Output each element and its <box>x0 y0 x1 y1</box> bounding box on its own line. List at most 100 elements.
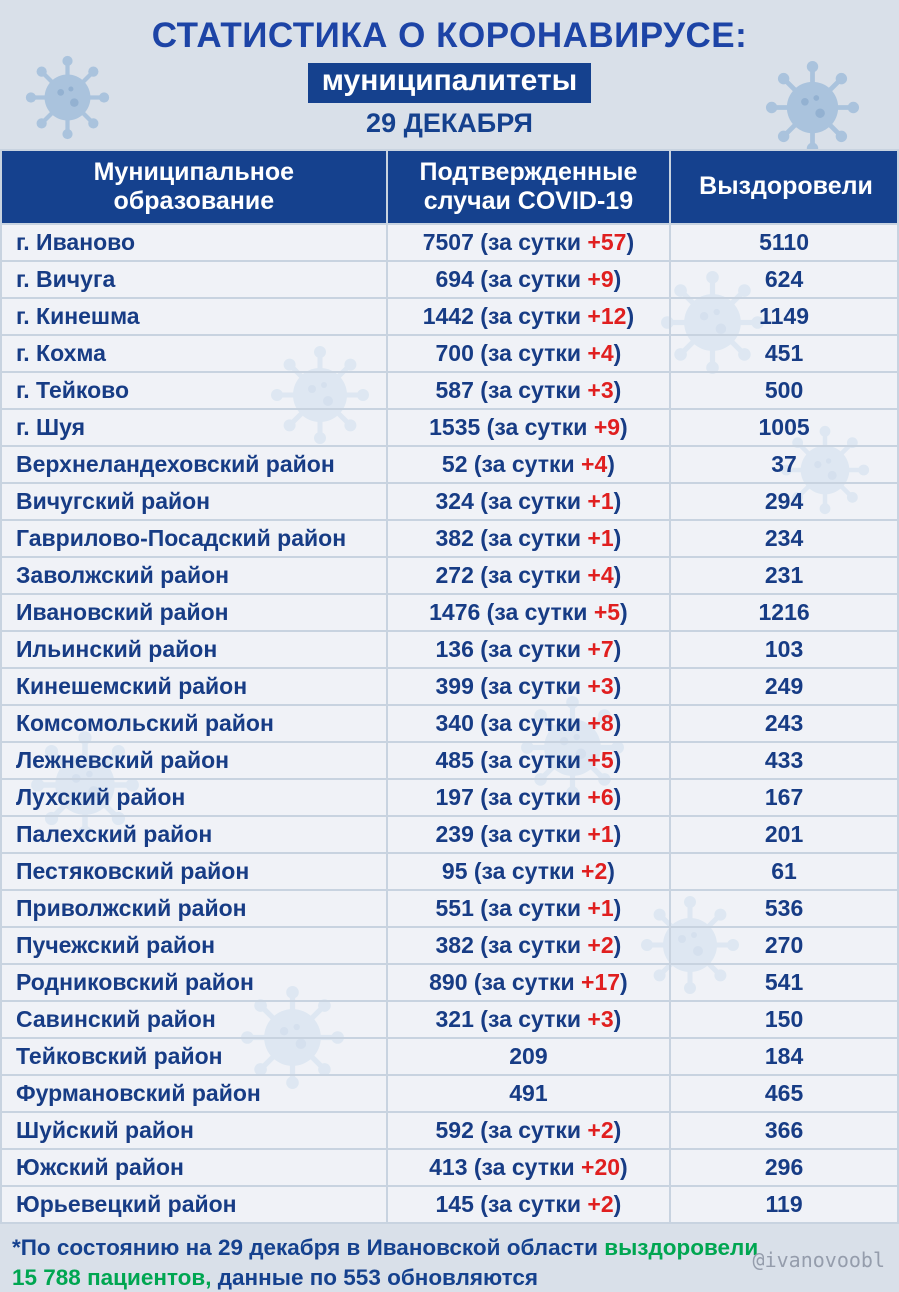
municipality-name: Лежневский район <box>0 741 388 780</box>
table-row: г. Кохма 700 (за сутки +4) 451 <box>0 334 899 373</box>
municipality-name: Юрьевецкий район <box>0 1185 388 1224</box>
subtitle-badge: муниципалитеты <box>307 63 592 103</box>
municipality-name: г. Вичуга <box>0 260 388 299</box>
table-row: г. Кинешма 1442 (за сутки +12) 1149 <box>0 297 899 336</box>
subtitle-wrap: муниципалитеты <box>0 63 899 103</box>
recovered-count: 231 <box>669 556 899 595</box>
recovered-count: 270 <box>669 926 899 965</box>
recovered-count: 201 <box>669 815 899 854</box>
confirmed-cases: 382 (за сутки +2) <box>385 926 672 965</box>
confirmed-cases: 197 (за сутки +6) <box>385 778 672 817</box>
table-row: Гаврилово-Посадский район 382 (за сутки +… <box>0 519 899 558</box>
table-row: Кинешемский район 399 (за сутки +3) 249 <box>0 667 899 706</box>
recovered-count: 294 <box>669 482 899 521</box>
recovered-count: 5110 <box>669 223 899 262</box>
table-row: Комсомольский район 340 (за сутки +8) 243 <box>0 704 899 743</box>
recovered-count: 536 <box>669 889 899 928</box>
column-header: Подтвержденные случаи COVID-19 <box>385 149 672 225</box>
table-row: Ивановский район 1476 (за сутки +5) 1216 <box>0 593 899 632</box>
municipality-name: Ивановский район <box>0 593 388 632</box>
recovered-count: 1149 <box>669 297 899 336</box>
recovered-count: 234 <box>669 519 899 558</box>
recovered-count: 1216 <box>669 593 899 632</box>
table-row: г. Иваново 7507 (за сутки +57) 5110 <box>0 223 899 262</box>
daily-increase: +20 <box>581 1154 621 1180</box>
recovered-count: 61 <box>669 852 899 891</box>
confirmed-cases: 272 (за сутки +4) <box>385 556 672 595</box>
confirmed-cases: 1476 (за сутки +5) <box>385 593 672 632</box>
municipality-name: г. Кохма <box>0 334 388 373</box>
municipality-name: г. Кинешма <box>0 297 388 336</box>
recovered-count: 541 <box>669 963 899 1002</box>
municipality-name: Палехский район <box>0 815 388 854</box>
confirmed-cases: 413 (за сутки +20) <box>385 1148 672 1187</box>
municipality-name: Южский район <box>0 1148 388 1187</box>
confirmed-cases: 382 (за сутки +1) <box>385 519 672 558</box>
confirmed-cases: 491 <box>385 1074 672 1113</box>
table-row: Родниковский район 890 (за сутки +17) 541 <box>0 963 899 1002</box>
municipality-name: Тейковский район <box>0 1037 388 1076</box>
daily-increase: +5 <box>593 599 621 625</box>
table-row: Приволжский район 551 (за сутки +1) 536 <box>0 889 899 928</box>
daily-increase: +2 <box>581 858 608 884</box>
daily-increase: +3 <box>587 673 614 699</box>
confirmed-cases: 485 (за сутки +5) <box>385 741 672 780</box>
recovered-count: 150 <box>669 1000 899 1039</box>
table-row: Южский район 413 (за сутки +20) 296 <box>0 1148 899 1187</box>
recovered-count: 296 <box>669 1148 899 1187</box>
confirmed-cases: 52 (за сутки +4) <box>385 445 672 484</box>
confirmed-cases: 587 (за сутки +3) <box>385 371 672 410</box>
table-row: Юрьевецкий район 145 (за сутки +2) 119 <box>0 1185 899 1224</box>
daily-increase: +5 <box>587 747 614 773</box>
municipality-name: Лухский район <box>0 778 388 817</box>
confirmed-cases: 95 (за сутки +2) <box>385 852 672 891</box>
municipality-name: Ильинский район <box>0 630 388 669</box>
recovered-count: 1005 <box>669 408 899 447</box>
municipality-name: г. Иваново <box>0 223 388 262</box>
confirmed-cases: 324 (за сутки +1) <box>385 482 672 521</box>
table-row: Пестяковский район 95 (за сутки +2) 61 <box>0 852 899 891</box>
recovered-count: 184 <box>669 1037 899 1076</box>
table-header-row: Муниципальное образование Подтвержденные … <box>0 149 899 225</box>
confirmed-cases: 7507 (за сутки +57) <box>385 223 672 262</box>
daily-increase: +4 <box>587 562 614 588</box>
recovered-count: 249 <box>669 667 899 706</box>
confirmed-cases: 890 (за сутки +17) <box>385 963 672 1002</box>
municipality-name: г. Шуя <box>0 408 388 447</box>
recovered-count: 433 <box>669 741 899 780</box>
recovered-count: 366 <box>669 1111 899 1150</box>
recovered-count: 119 <box>669 1185 899 1224</box>
municipality-name: Пестяковский район <box>0 852 388 891</box>
footnote-line: *По состоянию на 29 декабря в Ивановской… <box>12 1235 759 1260</box>
municipality-name: Пучежский район <box>0 926 388 965</box>
column-header: Муниципальное образование <box>0 149 388 225</box>
confirmed-cases: 1442 (за сутки +12) <box>385 297 672 336</box>
municipality-name: Кинешемский район <box>0 667 388 706</box>
table-row: Палехский район 239 (за сутки +1) 201 <box>0 815 899 854</box>
recovered-count: 103 <box>669 630 899 669</box>
daily-increase: +2 <box>587 1191 614 1217</box>
recovered-count: 243 <box>669 704 899 743</box>
table-row: Лухский район 197 (за сутки +6) 167 <box>0 778 899 817</box>
daily-increase: +9 <box>587 266 614 292</box>
municipality-name: Приволжский район <box>0 889 388 928</box>
confirmed-cases: 551 (за сутки +1) <box>385 889 672 928</box>
municipality-name: г. Тейково <box>0 371 388 410</box>
municipality-name: Комсомольский район <box>0 704 388 743</box>
daily-increase: +8 <box>587 710 614 736</box>
recovered-count: 465 <box>669 1074 899 1113</box>
confirmed-cases: 592 (за сутки +2) <box>385 1111 672 1150</box>
municipality-name: Верхнеландеховский район <box>0 445 388 484</box>
municipality-name: Родниковский район <box>0 963 388 1002</box>
daily-increase: +6 <box>587 784 614 810</box>
confirmed-cases: 209 <box>385 1037 672 1076</box>
confirmed-cases: 136 (за сутки +7) <box>385 630 672 669</box>
confirmed-cases: 694 (за сутки +9) <box>385 260 672 299</box>
daily-increase: +3 <box>587 377 614 403</box>
daily-increase: +17 <box>581 969 621 995</box>
daily-increase: +1 <box>587 821 614 847</box>
daily-increase: +1 <box>587 895 614 921</box>
stats-table: Муниципальное образование Подтвержденные … <box>0 149 899 1224</box>
recovered-count: 500 <box>669 371 899 410</box>
